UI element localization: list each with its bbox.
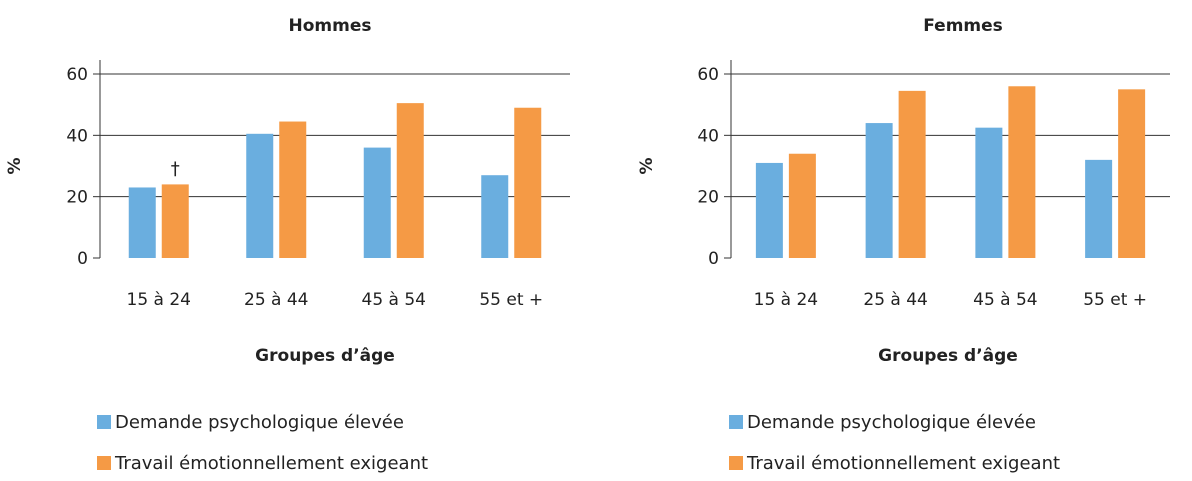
chart-1-bar-s2-3 bbox=[396, 103, 424, 258]
chart-1: Hommes 0 20 40 60% 15 à 24 25 à 44 45 à 54 55 et… bbox=[5, 16, 570, 474]
chart-1-annotation: † bbox=[171, 158, 180, 179]
chart-1-y-tick-label: 0 bbox=[77, 249, 88, 269]
chart-2-x-axis-label: Groupes d’âge bbox=[878, 346, 1018, 366]
chart-1-bar-s1-3 bbox=[363, 147, 391, 258]
chart-1-y-tick-label: 20 bbox=[66, 188, 88, 208]
chart-1-legend-label: Demande psychologique élevée bbox=[115, 412, 404, 433]
chart-2-bar-s2-2 bbox=[898, 90, 926, 258]
chart-2-bar-s1-1 bbox=[755, 162, 783, 258]
chart-2-x-tick-label: 25 à 44 bbox=[863, 290, 928, 310]
chart-2-bar-s1-3 bbox=[975, 127, 1003, 259]
chart-2-bar-s1-2 bbox=[865, 123, 893, 258]
chart-1-x-tick-label: 15 à 24 bbox=[127, 290, 192, 310]
chart-1-x-tick-label: 45 à 54 bbox=[362, 290, 427, 310]
chart-1-x-tick-label: 25 à 44 bbox=[244, 290, 309, 310]
chart-1-bar-s2-1 bbox=[161, 184, 189, 258]
chart-2-y-tick-label: 20 bbox=[697, 188, 719, 208]
chart-1-bar-s2-2 bbox=[279, 121, 307, 259]
chart-2-title: Femmes bbox=[923, 16, 1003, 36]
chart-1-y-tick-label: 40 bbox=[66, 126, 88, 146]
chart-2: Femmes 0 20 40 60% 15 à 24 25 à 44 45 à 54 55 et… bbox=[637, 16, 1170, 474]
chart-1-legend-swatch bbox=[97, 456, 111, 470]
chart-2-y-tick-label: 60 bbox=[697, 65, 719, 85]
chart-1-legend-label: Travail émotionnellement exigeant bbox=[114, 453, 428, 474]
chart-1-bar-s1-1 bbox=[128, 187, 156, 258]
chart-2-legend-label: Demande psychologique élevée bbox=[747, 412, 1036, 433]
chart-2-bar-s2-1 bbox=[788, 153, 816, 258]
chart-2-bar-s2-4 bbox=[1118, 89, 1146, 258]
chart-1-legend-swatch bbox=[97, 415, 111, 429]
chart-1-title: Hommes bbox=[289, 16, 372, 36]
chart-2-x-tick-label: 55 et + bbox=[1083, 290, 1147, 310]
chart-2-legend-swatch bbox=[729, 415, 743, 429]
chart-2-bar-s1-4 bbox=[1085, 159, 1113, 258]
chart-2-legend-label: Travail émotionnellement exigeant bbox=[746, 453, 1060, 474]
chart-1-x-tick-label: 55 et + bbox=[479, 290, 543, 310]
chart-1-y-tick-label: 60 bbox=[66, 65, 88, 85]
chart-2-legend-swatch bbox=[729, 456, 743, 470]
chart-2-y-tick-label: 40 bbox=[697, 126, 719, 146]
chart-2-y-tick-label: 0 bbox=[708, 249, 719, 269]
chart-1-x-axis-label: Groupes d’âge bbox=[255, 346, 395, 366]
chart-1-bar-s2-4 bbox=[514, 107, 542, 258]
chart-1-y-axis-label: % bbox=[5, 157, 25, 174]
chart-2-bar-s2-3 bbox=[1008, 86, 1036, 259]
chart-2-x-tick-label: 15 à 24 bbox=[754, 290, 819, 310]
chart-2-y-axis-label: % bbox=[637, 157, 657, 174]
chart-1-bar-s1-4 bbox=[481, 175, 509, 258]
chart-2-x-tick-label: 45 à 54 bbox=[973, 290, 1038, 310]
chart-1-bar-s1-2 bbox=[246, 133, 274, 258]
